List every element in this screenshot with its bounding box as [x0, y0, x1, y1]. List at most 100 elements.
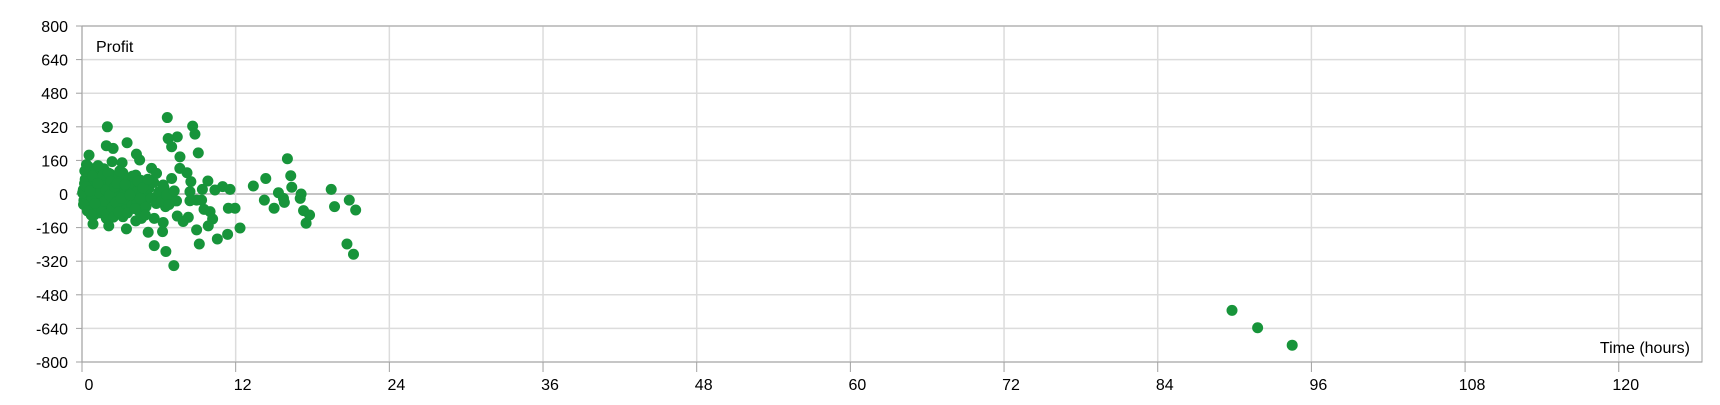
- data-point: [229, 202, 241, 214]
- data-point: [166, 141, 178, 153]
- data-point: [234, 222, 246, 234]
- data-point: [89, 197, 101, 209]
- data-point: [107, 142, 119, 154]
- data-point: [106, 156, 118, 168]
- data-point: [171, 131, 183, 143]
- x-axis-label: Time (hours): [1600, 340, 1690, 357]
- y-axis-label: Profit: [96, 39, 134, 56]
- data-point: [101, 121, 113, 133]
- data-point: [268, 202, 280, 214]
- data-point: [174, 151, 186, 163]
- x-tick-label: 60: [848, 377, 866, 394]
- data-point: [285, 170, 297, 182]
- data-point: [258, 194, 270, 206]
- y-tick-label: 480: [41, 86, 68, 103]
- data-point: [114, 165, 126, 177]
- data-point: [92, 178, 104, 189]
- data-point: [222, 228, 234, 240]
- data-point: [325, 183, 337, 195]
- y-tick-label: 320: [41, 120, 68, 137]
- data-point: [168, 260, 180, 272]
- data-point: [1252, 322, 1264, 334]
- data-point: [184, 195, 196, 207]
- data-point: [115, 192, 127, 204]
- data-point: [343, 194, 355, 206]
- x-tick-label: 12: [234, 377, 252, 394]
- data-point: [166, 172, 178, 184]
- x-tick-label: 120: [1612, 377, 1639, 394]
- data-point: [148, 240, 160, 252]
- data-point: [192, 147, 204, 159]
- data-point: [294, 192, 306, 204]
- data-point: [350, 204, 362, 216]
- data-point: [85, 209, 97, 221]
- y-tick-label: 160: [41, 153, 68, 170]
- data-point: [193, 238, 205, 250]
- x-tick-label: 48: [695, 377, 713, 394]
- x-tick-label: 108: [1459, 377, 1486, 394]
- data-point: [87, 218, 99, 230]
- data-point: [181, 167, 193, 179]
- data-point: [189, 128, 201, 140]
- data-point: [347, 248, 359, 260]
- data-point: [140, 201, 152, 213]
- y-tick-label: 640: [41, 53, 68, 70]
- data-point: [129, 203, 141, 215]
- data-point: [142, 173, 154, 185]
- x-tick-label: 84: [1156, 377, 1174, 394]
- y-tick-label: 0: [59, 187, 68, 204]
- data-point: [224, 183, 236, 195]
- data-point: [329, 201, 341, 213]
- grid-lines: [81, 25, 1702, 363]
- data-point: [286, 181, 298, 193]
- y-axis: 800 640 480 320 160 0 -160 -320 -480 -640 -800: [36, 19, 82, 372]
- y-tick-label: -480: [36, 288, 68, 305]
- data-point: [120, 223, 132, 235]
- data-point: [134, 154, 146, 166]
- data-point: [184, 186, 196, 198]
- data-point: [281, 153, 293, 165]
- data-point: [202, 220, 214, 232]
- data-point: [300, 217, 312, 229]
- data-point: [341, 238, 353, 250]
- data-point: [137, 182, 149, 194]
- data-point: [157, 226, 169, 238]
- data-point: [1286, 339, 1298, 351]
- data-point: [79, 165, 91, 177]
- data-point: [191, 224, 203, 236]
- data-point: [112, 206, 124, 218]
- y-tick-label: -160: [36, 221, 68, 238]
- data-point: [84, 185, 96, 197]
- data-point: [278, 196, 290, 208]
- y-tick-label: 800: [41, 19, 68, 36]
- data-point: [260, 172, 272, 184]
- x-tick-label: 0: [85, 377, 94, 394]
- data-point: [160, 246, 172, 258]
- data-point: [202, 175, 214, 187]
- data-point: [124, 189, 136, 201]
- data-point: [134, 192, 146, 204]
- data-point: [163, 199, 175, 210]
- data-point: [171, 210, 183, 222]
- x-tick-label: 72: [1002, 377, 1020, 394]
- data-point: [196, 183, 208, 195]
- y-tick-label: -800: [36, 355, 68, 372]
- data-point: [139, 209, 151, 221]
- x-axis: 0 12 24 36 48 60 72 84 96 108 120: [81, 362, 1639, 394]
- x-tick-label: 96: [1310, 377, 1328, 394]
- data-point: [83, 149, 95, 161]
- data-point: [198, 203, 210, 215]
- x-tick-label: 24: [387, 377, 405, 394]
- data-point: [151, 167, 163, 179]
- data-point: [168, 185, 180, 197]
- data-points: [77, 112, 1298, 351]
- data-point: [119, 179, 131, 191]
- data-point: [104, 189, 116, 201]
- y-tick-label: -640: [36, 321, 68, 338]
- data-point: [1226, 304, 1238, 316]
- data-point: [247, 180, 259, 192]
- data-point: [157, 217, 169, 229]
- data-point: [102, 167, 114, 179]
- data-point: [142, 226, 154, 238]
- data-point: [148, 212, 160, 224]
